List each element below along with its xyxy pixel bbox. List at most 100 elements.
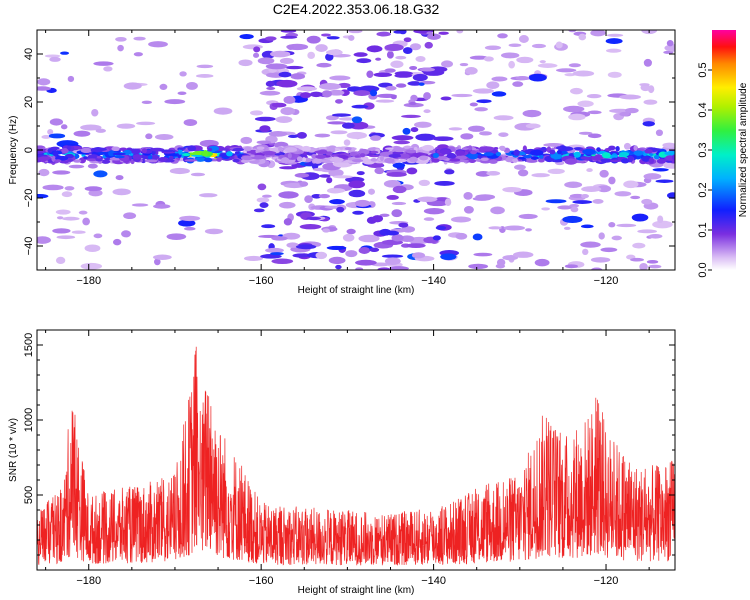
spectral-blob [496,258,506,267]
spectral-blob [412,73,428,82]
spectral-blob [667,192,675,199]
spectral-blob [61,191,73,198]
spectral-blob [67,75,75,82]
spectral-blob [353,52,368,57]
spectral-blob [259,90,281,96]
spectral-blob [664,151,675,156]
spectral-blob [484,45,502,51]
spectral-blob [348,189,366,198]
spectrogram-x-label: Height of straight line (km) [298,285,415,296]
spectral-blob [285,65,304,70]
spectral-blob [504,156,514,163]
spectral-blob [326,36,340,40]
spectral-blob [184,159,198,162]
spectral-blob [159,83,168,91]
spectral-blob [204,228,224,235]
spectral-blob [448,127,463,131]
spectral-blob [37,193,49,199]
spectral-blob [493,147,499,150]
spectral-blob [386,172,407,177]
spectral-blob [426,33,441,40]
spectral-blob [144,159,158,163]
spectral-blob [186,82,198,90]
spectral-blob [409,65,418,70]
spectral-blob [67,145,72,151]
spectral-blob [207,148,213,152]
spectral-blob [95,157,103,162]
spectral-blob [253,46,261,53]
spectral-blob [299,224,322,230]
spectral-blob [563,105,585,113]
spectral-blob [398,222,409,228]
spectral-blob [80,124,102,131]
spectral-blob [276,79,298,88]
spectral-blob [518,156,526,160]
spectral-blob [328,168,344,177]
spectral-blob [321,33,331,37]
spectral-blob [370,158,378,162]
spectrogram-ticks: −180 −160 −140 −120 −40 −20 0 20 40 [23,29,675,287]
spectral-blob [132,154,143,160]
colorbar-tick-label: 0.1 [697,222,709,237]
spectral-blob [569,193,585,199]
spectral-blob [644,148,653,154]
spectral-blob [369,247,380,252]
spectral-blob [342,233,355,242]
spectral-blob [386,50,394,59]
spectral-blob [384,68,396,73]
spectral-blob [330,130,348,135]
spectral-blob [121,230,131,238]
spectral-blob [513,251,534,258]
spectral-blob [265,247,284,253]
spectral-blob [243,255,264,262]
spectral-blob [232,158,240,163]
spectral-blob [80,262,103,270]
spectral-blob [253,52,260,58]
spectral-blob [568,30,577,33]
x-tick-label: −160 [249,575,274,587]
spectral-blob [409,43,422,51]
spectral-blob [608,176,616,185]
spectral-blob [653,155,660,160]
spectral-blob [586,168,593,173]
spectral-blob [178,147,186,150]
spectral-blob [573,151,581,158]
spectral-blob [150,154,160,160]
spectral-blob [391,234,404,242]
spectral-blob [639,262,648,270]
spectral-blob [292,253,311,258]
spectral-blob [409,101,417,106]
spectral-blob [37,236,51,244]
spectral-blob [560,150,568,154]
spectral-blob [87,163,98,169]
spectral-blob [93,233,103,239]
spectral-blob [581,186,602,193]
spectral-blob [348,180,366,189]
colorbar-tick-label: 0.4 [697,102,709,117]
spectral-blob [488,159,498,164]
spectral-blob [335,99,344,104]
spectral-blob [286,242,299,248]
spectral-blob [93,61,114,66]
spectral-blob [534,258,550,267]
x-tick-label: −120 [594,275,619,287]
y-tick-label: 40 [23,48,35,60]
spectral-blob [564,181,583,188]
spectral-blob [606,48,622,53]
spectral-blob [348,30,363,34]
spectral-blob [279,166,297,170]
spectral-blob [468,263,489,269]
spectral-blob [470,150,478,155]
spectral-blob [95,128,106,133]
spectral-blob [279,57,294,65]
spectral-blob [164,99,186,105]
snr-ticks: −180 −160 −140 −120 500 1000 1500 [23,329,675,587]
spectral-blob [328,188,346,194]
spectral-blob [314,150,328,154]
colorbar-tick-label: 0.3 [697,142,709,157]
spectral-blob [262,150,277,156]
spectral-blob [648,157,655,164]
spectral-blob [234,151,240,155]
spectral-blob [608,145,616,151]
spectral-blob [112,188,131,196]
